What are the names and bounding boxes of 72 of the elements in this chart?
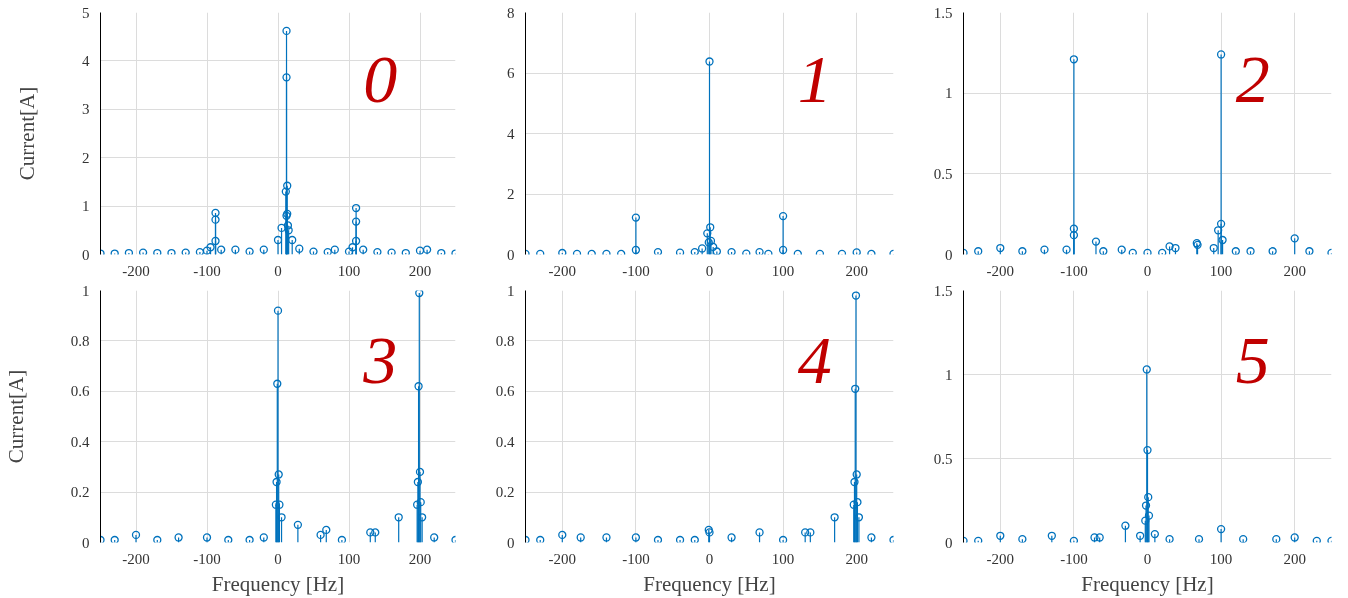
- y-tick-label: 0.8: [70, 332, 90, 349]
- x-tick-label: 0: [705, 550, 714, 567]
- y-tick-label: 1: [82, 198, 90, 215]
- x-tick-label: 0: [274, 550, 282, 567]
- y-tick-label: 1.5: [933, 282, 953, 299]
- annotation: 3: [362, 322, 398, 399]
- y-tick-label: 0.4: [70, 433, 90, 450]
- x-tick-label: -200: [548, 550, 577, 567]
- y-tick-label: 4: [82, 52, 90, 69]
- x-axis-title: Frequency [Hz]: [643, 571, 776, 596]
- annotation: 5: [1235, 322, 1270, 399]
- y-tick-label: 1: [945, 85, 953, 102]
- x-tick-label: -100: [193, 262, 221, 279]
- x-tick-label: 200: [1283, 550, 1306, 567]
- y-tick-label: 0: [507, 246, 515, 263]
- y-tick-label: 4: [507, 125, 515, 142]
- x-tick-label: -200: [122, 550, 150, 567]
- annotation: 2: [1235, 41, 1270, 118]
- y-tick-label: 0.5: [933, 450, 953, 467]
- y-tick-label: 1: [82, 282, 90, 299]
- y-tick-label: 0.4: [495, 433, 515, 450]
- x-tick-label: 200: [845, 550, 868, 567]
- x-tick-label: 200: [408, 550, 432, 567]
- x-tick-label: -100: [622, 262, 650, 279]
- y-tick-label: 0.2: [70, 484, 90, 501]
- x-tick-label: -200: [548, 262, 577, 279]
- y-axis-title: Current[A]: [15, 86, 39, 181]
- x-tick-label: -100: [193, 550, 221, 567]
- x-tick-label: 200: [408, 262, 432, 279]
- x-tick-label: -100: [1060, 550, 1088, 567]
- x-tick-label: -200: [986, 550, 1015, 567]
- y-tick-label: 0.6: [495, 383, 515, 400]
- x-tick-label: 0: [705, 262, 714, 279]
- y-tick-label: 2: [507, 186, 515, 202]
- x-axis-title: Frequency [Hz]: [1081, 571, 1214, 596]
- y-tick-label: 0: [945, 534, 953, 551]
- x-tick-label: -200: [122, 262, 150, 279]
- y-tick-label: 1.5: [933, 4, 953, 21]
- x-tick-label: 0: [1143, 262, 1152, 279]
- y-tick-label: 0.6: [70, 383, 90, 400]
- x-tick-label: -100: [622, 550, 650, 567]
- y-tick-label: 0.2: [495, 484, 515, 501]
- annotation: 4: [797, 322, 832, 399]
- y-tick-label: 0: [507, 534, 515, 551]
- y-tick-label: 0: [82, 246, 90, 263]
- x-tick-label: 200: [1283, 262, 1306, 279]
- y-tick-label: 3: [82, 101, 90, 118]
- y-tick-label: 0: [945, 246, 953, 263]
- y-tick-label: 1: [945, 366, 953, 383]
- y-tick-label: 0.8: [495, 332, 515, 349]
- x-tick-label: 100: [771, 262, 795, 279]
- x-tick-label: 100: [1209, 550, 1233, 567]
- y-tick-label: 2: [82, 149, 90, 166]
- y-tick-label: 0: [82, 534, 90, 551]
- x-tick-label: -100: [1060, 262, 1088, 279]
- y-axis-title: Current[A]: [3, 369, 28, 464]
- x-tick-label: 100: [1209, 262, 1233, 279]
- x-tick-label: 0: [274, 262, 282, 279]
- annotation: 0: [363, 41, 398, 118]
- x-tick-label: 0: [1143, 550, 1152, 567]
- y-tick-label: 5: [82, 4, 90, 21]
- y-tick-label: 1: [507, 282, 515, 299]
- y-tick-label: 8: [507, 4, 515, 21]
- x-axis-title: Frequency [Hz]: [211, 571, 345, 596]
- x-tick-label: 100: [771, 550, 795, 567]
- x-tick-label: 100: [337, 262, 361, 279]
- annotation: 1: [797, 41, 832, 118]
- y-tick-label: 6: [507, 65, 515, 81]
- y-tick-label: 0.5: [933, 165, 953, 182]
- x-tick-label: 100: [337, 550, 361, 567]
- x-tick-label: 200: [845, 262, 868, 279]
- x-tick-label: -200: [986, 262, 1015, 279]
